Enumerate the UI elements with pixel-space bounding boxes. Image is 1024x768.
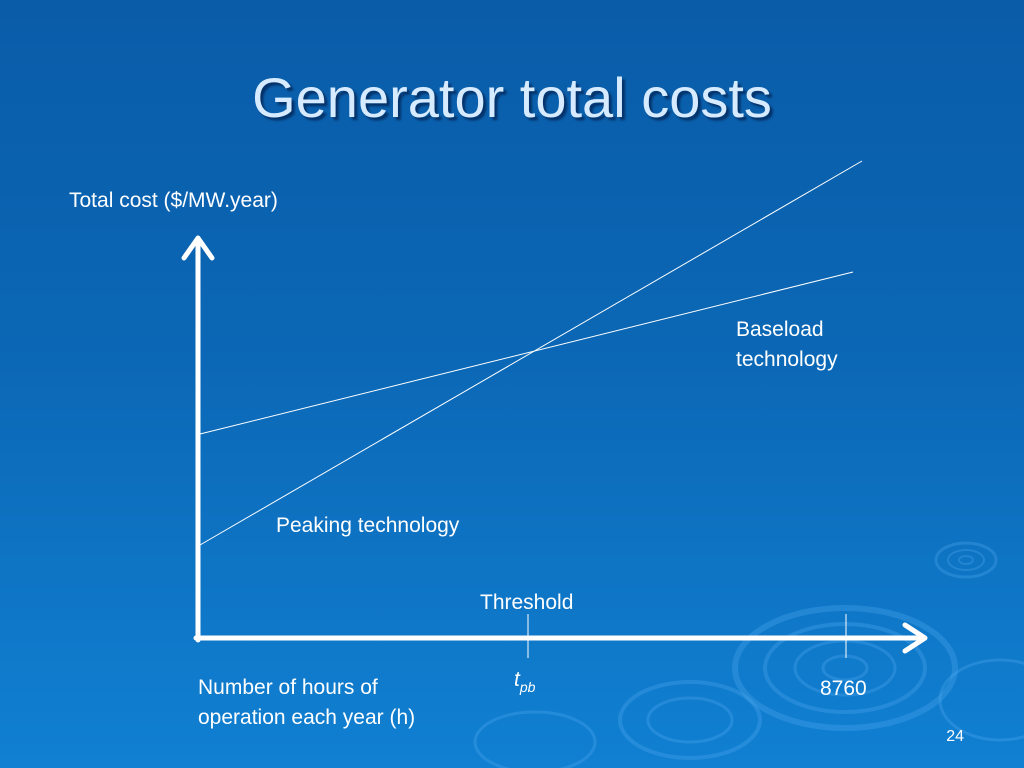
tpb-subscript: pb	[519, 679, 536, 695]
slide-title: Generator total costs	[252, 66, 772, 129]
peaking-cost-line	[199, 160, 863, 546]
baseload-label-line1: Baseload	[736, 318, 824, 341]
baseload-cost-line	[199, 271, 854, 435]
baseload-label-line2: technology	[736, 348, 838, 371]
x-max-label: 8760	[820, 677, 867, 700]
tpb-main: t	[514, 668, 520, 691]
x-axis-label-line1: Number of hours of	[198, 676, 378, 699]
slide-number: 24	[946, 728, 964, 745]
threshold-label: Threshold	[480, 591, 574, 614]
y-axis-label: Total cost ($/MW.year)	[69, 189, 278, 212]
x-axis-label-line2: operation each year (h)	[198, 706, 416, 729]
y-axis-arrowhead	[181, 235, 215, 261]
peaking-label: Peaking technology	[276, 514, 460, 537]
x-axis-arrowhead	[902, 622, 928, 654]
tpb-label: tpb	[514, 668, 535, 695]
